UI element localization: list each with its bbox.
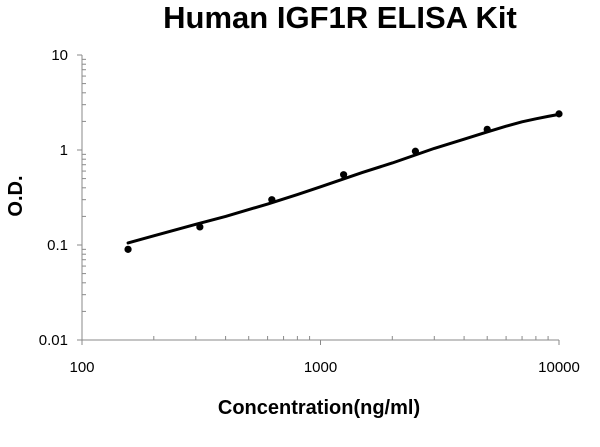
y-axis-tick-labels: 0.01 0.1 1 10: [39, 47, 68, 349]
plot-area: 0.01 0.1 1 10 100 1000 10000: [39, 47, 580, 376]
y-axis-label: O.D.: [5, 175, 27, 216]
y-tick-label: 0.1: [47, 237, 68, 254]
y-tick-label: 1: [60, 142, 68, 159]
data-point: [268, 196, 276, 204]
data-point: [196, 223, 204, 231]
x-axis-label: Concentration(ng/ml): [218, 397, 420, 419]
data-point: [411, 147, 420, 155]
x-tick-label: 10000: [538, 359, 580, 376]
data-point: [340, 171, 348, 179]
y-tick-label: 10: [51, 47, 68, 64]
data-point: [483, 125, 491, 133]
fit-curve-line: [126, 112, 561, 245]
y-tick-label: 0.01: [39, 332, 68, 349]
data-point: [124, 245, 132, 253]
x-tick-label: 1000: [304, 359, 337, 376]
data-point: [555, 110, 563, 118]
x-tick-label: 100: [69, 359, 94, 376]
y-axis-ticks: [77, 54, 86, 341]
x-axis-ticks: [81, 336, 560, 345]
x-axis-tick-labels: 100 1000 10000: [69, 359, 579, 376]
chart-title: Human IGF1R ELISA Kit: [163, 0, 517, 35]
data-points: [124, 110, 563, 253]
